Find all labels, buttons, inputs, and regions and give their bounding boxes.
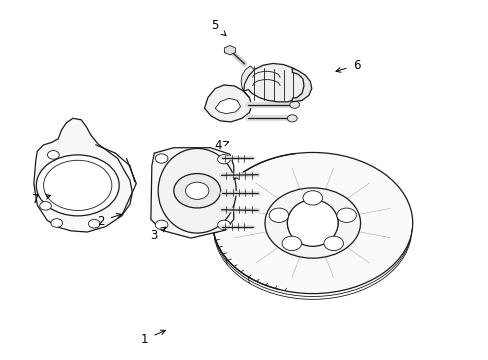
Circle shape [303,191,322,205]
Text: 1: 1 [141,330,165,346]
Circle shape [185,182,208,199]
Polygon shape [215,98,240,114]
Circle shape [217,154,230,164]
Polygon shape [151,148,233,238]
Polygon shape [243,63,307,102]
Circle shape [36,155,119,216]
Circle shape [155,154,167,163]
Text: 5: 5 [211,19,225,36]
Ellipse shape [287,200,337,246]
Circle shape [268,208,288,222]
Text: 2: 2 [97,213,121,228]
Text: 3: 3 [150,227,165,242]
Circle shape [323,236,343,251]
Polygon shape [241,66,254,91]
Polygon shape [204,85,251,122]
Circle shape [287,115,297,122]
Circle shape [289,101,299,108]
Polygon shape [224,45,235,55]
Text: 4: 4 [213,139,228,152]
Circle shape [287,204,337,242]
Circle shape [217,220,230,229]
Circle shape [88,220,100,228]
Ellipse shape [158,148,236,233]
Ellipse shape [212,152,412,294]
Circle shape [51,219,62,227]
Circle shape [264,188,360,258]
Text: 6: 6 [335,59,360,72]
Circle shape [40,202,51,210]
Circle shape [173,174,220,208]
Text: 7: 7 [32,193,51,206]
Circle shape [282,236,301,251]
Circle shape [155,220,167,229]
Circle shape [47,150,59,159]
Polygon shape [34,118,132,232]
Polygon shape [292,68,311,102]
Circle shape [336,208,356,222]
